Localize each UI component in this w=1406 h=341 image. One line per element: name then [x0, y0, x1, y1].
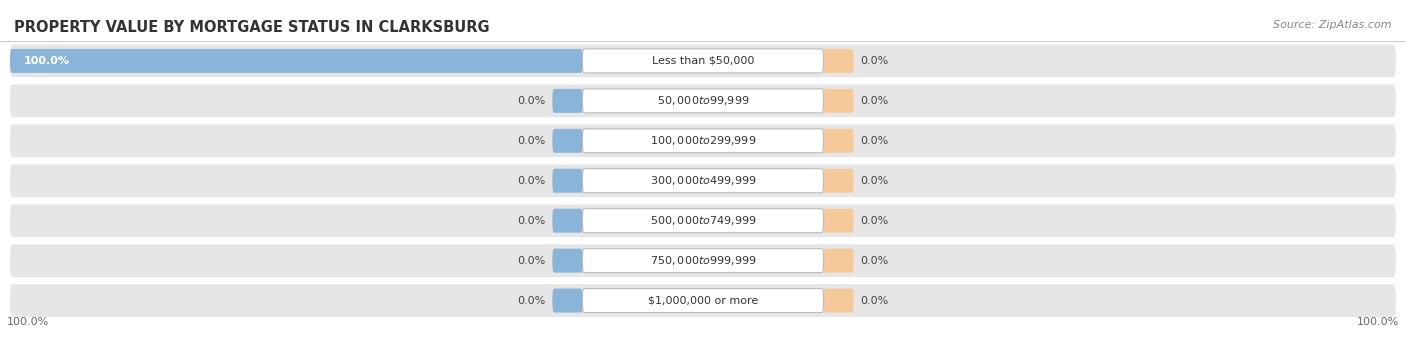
FancyBboxPatch shape: [10, 124, 1396, 157]
Text: $300,000 to $499,999: $300,000 to $499,999: [650, 174, 756, 187]
Text: 0.0%: 0.0%: [517, 296, 546, 306]
Text: 0.0%: 0.0%: [860, 56, 889, 66]
Text: $750,000 to $999,999: $750,000 to $999,999: [650, 254, 756, 267]
FancyBboxPatch shape: [10, 164, 1396, 197]
FancyBboxPatch shape: [553, 89, 582, 113]
FancyBboxPatch shape: [582, 288, 824, 313]
Text: 100.0%: 100.0%: [7, 317, 49, 327]
Text: 100.0%: 100.0%: [1357, 317, 1399, 327]
FancyBboxPatch shape: [824, 249, 853, 272]
Text: 0.0%: 0.0%: [517, 256, 546, 266]
Text: 100.0%: 100.0%: [24, 56, 69, 66]
Text: 0.0%: 0.0%: [860, 216, 889, 226]
Text: Source: ZipAtlas.com: Source: ZipAtlas.com: [1274, 20, 1392, 30]
Text: $500,000 to $749,999: $500,000 to $749,999: [650, 214, 756, 227]
Text: 0.0%: 0.0%: [860, 136, 889, 146]
FancyBboxPatch shape: [10, 45, 1396, 77]
FancyBboxPatch shape: [10, 49, 582, 73]
Text: PROPERTY VALUE BY MORTGAGE STATUS IN CLARKSBURG: PROPERTY VALUE BY MORTGAGE STATUS IN CLA…: [14, 20, 489, 35]
FancyBboxPatch shape: [824, 129, 853, 153]
FancyBboxPatch shape: [582, 249, 824, 272]
FancyBboxPatch shape: [824, 288, 853, 313]
Text: $50,000 to $99,999: $50,000 to $99,999: [657, 94, 749, 107]
FancyBboxPatch shape: [10, 85, 1396, 117]
Text: 0.0%: 0.0%: [860, 96, 889, 106]
FancyBboxPatch shape: [553, 249, 582, 272]
FancyBboxPatch shape: [824, 89, 853, 113]
Text: 0.0%: 0.0%: [517, 176, 546, 186]
FancyBboxPatch shape: [10, 244, 1396, 277]
FancyBboxPatch shape: [824, 209, 853, 233]
Text: 0.0%: 0.0%: [517, 136, 546, 146]
FancyBboxPatch shape: [10, 204, 1396, 237]
FancyBboxPatch shape: [824, 49, 853, 73]
FancyBboxPatch shape: [553, 129, 582, 153]
FancyBboxPatch shape: [10, 284, 1396, 317]
FancyBboxPatch shape: [582, 209, 824, 233]
FancyBboxPatch shape: [582, 49, 824, 73]
FancyBboxPatch shape: [553, 288, 582, 313]
Text: 0.0%: 0.0%: [860, 296, 889, 306]
Text: 0.0%: 0.0%: [517, 216, 546, 226]
Text: $1,000,000 or more: $1,000,000 or more: [648, 296, 758, 306]
Text: 0.0%: 0.0%: [860, 176, 889, 186]
Text: $100,000 to $299,999: $100,000 to $299,999: [650, 134, 756, 147]
FancyBboxPatch shape: [824, 169, 853, 193]
FancyBboxPatch shape: [582, 89, 824, 113]
Text: 0.0%: 0.0%: [860, 256, 889, 266]
FancyBboxPatch shape: [553, 209, 582, 233]
FancyBboxPatch shape: [582, 129, 824, 153]
FancyBboxPatch shape: [582, 169, 824, 193]
Text: Less than $50,000: Less than $50,000: [652, 56, 754, 66]
Text: 0.0%: 0.0%: [517, 96, 546, 106]
FancyBboxPatch shape: [553, 169, 582, 193]
